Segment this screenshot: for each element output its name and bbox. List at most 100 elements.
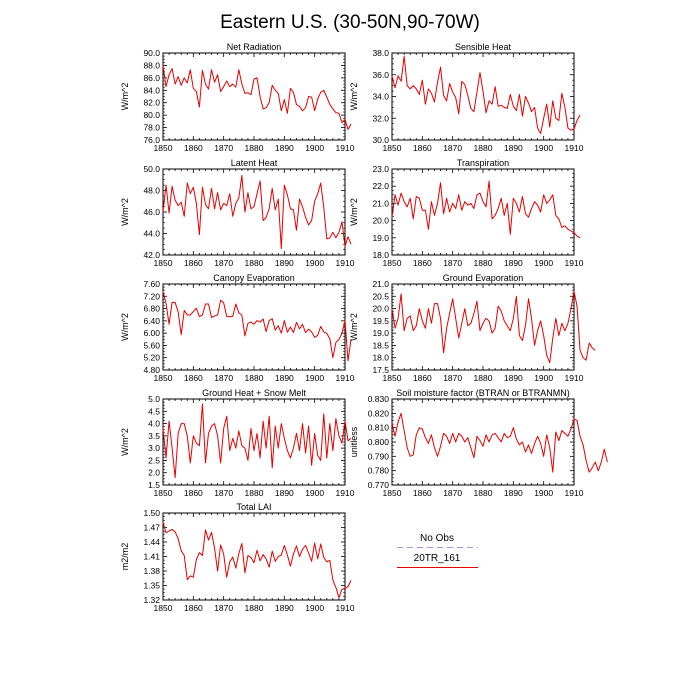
y-tick-label: 0.800: [368, 437, 390, 447]
series-line-0: [391, 412, 608, 473]
series-line-0: [162, 522, 352, 599]
plot-frame: [391, 398, 575, 486]
series-line-0: [162, 291, 352, 362]
x-tick-label: 1890: [275, 143, 294, 153]
panel-net-radiation: Net Radiation W/m^2 1850 1860 1870 1880 1890 19…: [120, 42, 355, 153]
y-tick-label: 5.0: [148, 394, 160, 404]
x-tick-label: 1890: [275, 373, 294, 383]
x-tick-label: 1870: [443, 373, 462, 383]
x-tick-label: 1850: [154, 603, 173, 613]
y-tick-label: 1.5: [148, 480, 160, 490]
panel-ground-evaporation: Ground Evaporation W/m^2 1850 1860 1870 1880 1…: [349, 273, 596, 383]
x-tick-label: 1870: [214, 603, 233, 613]
y-tick-label: 17.5: [372, 365, 389, 375]
panels-group: Net Radiation W/m^2 1850 1860 1870 1880 1890 19…: [120, 42, 608, 613]
y-tick-label: 6.00: [143, 328, 160, 338]
y-tick-label: 2.0: [148, 468, 160, 478]
x-tick-label: 1880: [245, 373, 264, 383]
x-tick-label: 1880: [245, 258, 264, 268]
x-tick-label: 1910: [565, 143, 584, 153]
y-tick-label: 36.0: [372, 70, 389, 80]
panel-title: Net Radiation: [227, 42, 282, 52]
panel-title: Total LAI: [236, 502, 271, 512]
x-tick-label: 1910: [336, 603, 355, 613]
series-line-0: [162, 65, 352, 130]
y-tick-label: 82.0: [143, 98, 160, 108]
x-tick-label: 1900: [534, 488, 553, 498]
panel-transpiration: Transpiration W/m^2 1850 1860 1870 1880 1890 19…: [349, 158, 584, 268]
x-tick-label: 1890: [504, 373, 523, 383]
y-tick-label: 20.0: [372, 304, 389, 314]
y-tick-label: 7.60: [143, 279, 160, 289]
x-tick-label: 1910: [336, 488, 355, 498]
x-tick-label: 1890: [275, 603, 294, 613]
y-tick-label: 18.0: [372, 353, 389, 363]
y-tick-label: 32.0: [372, 113, 389, 123]
y-tick-label: 22.0: [372, 181, 389, 191]
y-tick-label: 84.0: [143, 85, 160, 95]
x-tick-label: 1870: [443, 143, 462, 153]
y-tick-label: 3.0: [148, 443, 160, 453]
x-tick-label: 1850: [154, 373, 173, 383]
x-tick-label: 1870: [443, 488, 462, 498]
panel-title: Ground Heat + Snow Melt: [202, 388, 306, 398]
y-tick-label: 21.0: [372, 279, 389, 289]
x-tick-label: 1860: [184, 603, 203, 613]
y-tick-label: 1.44: [143, 537, 160, 547]
x-tick-label: 1870: [214, 488, 233, 498]
y-tick-label: 0.780: [368, 466, 390, 476]
x-tick-label: 1900: [305, 143, 324, 153]
y-tick-label: 90.0: [143, 48, 160, 58]
figure-title: Eastern U.S. (30-50N,90-70W): [220, 12, 480, 33]
plot-frame: [162, 283, 346, 371]
x-tick-label: 1880: [474, 143, 493, 153]
plot-frame: [162, 52, 346, 141]
y-tick-label: 4.0: [148, 419, 160, 429]
x-tick-label: 1850: [383, 373, 402, 383]
y-tick-label: 7.20: [143, 291, 160, 301]
y-tick-label: 88.0: [143, 60, 160, 70]
x-tick-label: 1880: [474, 488, 493, 498]
panel-sensible-heat: Sensible Heat W/m^2 1850 1860 1870 1880 1890 19…: [349, 42, 584, 153]
y-tick-label: 19.5: [372, 316, 389, 326]
y-axis-label: W/m^2: [120, 198, 130, 226]
panel-latent-heat: Latent Heat W/m^2 1850 1860 1870 1880 1890 1900…: [120, 158, 355, 268]
y-axis-label: m2/m2: [120, 543, 130, 571]
x-tick-label: 1860: [184, 488, 203, 498]
x-tick-label: 1880: [474, 258, 493, 268]
x-tick-label: 1860: [184, 143, 203, 153]
y-tick-label: 50.0: [143, 164, 160, 174]
y-axis-label: W/m^2: [349, 198, 359, 226]
y-tick-label: 6.80: [143, 304, 160, 314]
x-tick-label: 1910: [565, 373, 584, 383]
x-tick-label: 1850: [154, 143, 173, 153]
y-tick-label: 23.0: [372, 164, 389, 174]
plot-frame: [162, 168, 346, 256]
y-tick-label: 19.0: [372, 233, 389, 243]
y-tick-label: 4.5: [148, 406, 160, 416]
y-tick-label: 80.0: [143, 110, 160, 120]
y-tick-label: 5.20: [143, 353, 160, 363]
x-tick-label: 1880: [474, 373, 493, 383]
y-tick-label: 76.0: [143, 135, 160, 145]
x-tick-label: 1860: [413, 258, 432, 268]
legend-label-no-obs: No Obs: [420, 533, 454, 544]
x-tick-label: 1860: [184, 373, 203, 383]
legend: No Obs 20TR_161: [397, 533, 478, 568]
x-tick-label: 1860: [413, 143, 432, 153]
x-tick-label: 1870: [214, 143, 233, 153]
panel-canopy-evaporation: Canopy Evaporation W/m^2 1850 1860 1870 1880 1…: [120, 273, 355, 383]
y-tick-label: 46.0: [143, 207, 160, 217]
x-tick-label: 1870: [443, 258, 462, 268]
plot-frame: [391, 168, 575, 256]
x-tick-label: 1850: [383, 143, 402, 153]
y-tick-label: 48.0: [143, 186, 160, 196]
panel-title: Canopy Evaporation: [213, 273, 295, 283]
x-tick-label: 1910: [336, 258, 355, 268]
y-tick-label: 34.0: [372, 92, 389, 102]
y-tick-label: 38.0: [372, 48, 389, 58]
x-tick-label: 1890: [275, 488, 294, 498]
y-tick-label: 1.35: [143, 581, 160, 591]
x-tick-label: 1900: [534, 373, 553, 383]
